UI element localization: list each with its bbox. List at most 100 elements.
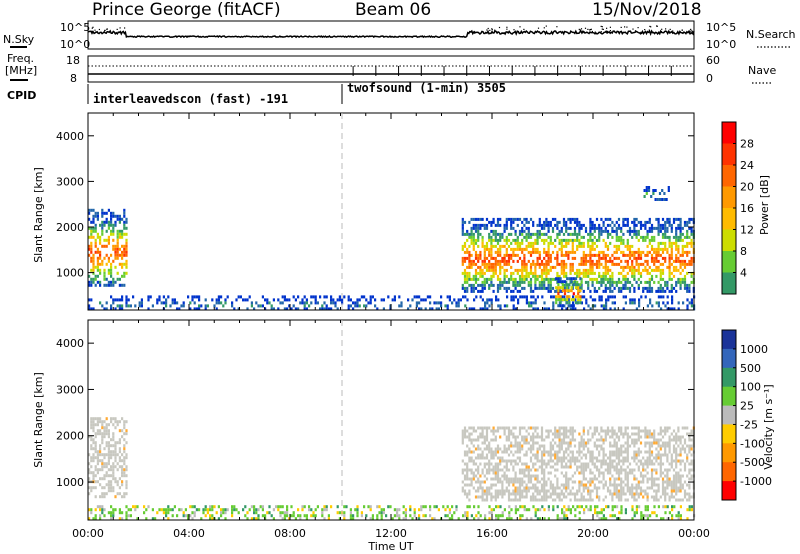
data-cell (690, 274, 693, 278)
nsearch-point (95, 31, 97, 33)
data-cell (611, 271, 614, 275)
data-cell (424, 505, 427, 509)
data-cell (407, 307, 410, 311)
data-cell (466, 462, 469, 466)
data-cell (532, 232, 535, 236)
data-cell (595, 429, 599, 433)
data-cell (543, 447, 546, 451)
data-cell (112, 489, 115, 493)
data-cell (171, 298, 174, 302)
data-cell (659, 495, 662, 499)
data-cell (123, 495, 126, 499)
data-cell (505, 468, 508, 472)
data-cell (103, 474, 106, 478)
data-cell (688, 241, 691, 245)
data-cell (103, 220, 106, 224)
data-cell (626, 453, 629, 457)
data-cell (530, 295, 533, 299)
nsearch-point (669, 28, 671, 30)
data-cell (540, 486, 544, 490)
data-cell (579, 298, 582, 302)
data-cell (121, 429, 124, 433)
data-cell (521, 471, 524, 475)
data-cell (672, 477, 676, 481)
data-cell (499, 304, 502, 308)
data-cell (231, 514, 234, 518)
nsearch-point (470, 31, 472, 33)
data-cell (655, 289, 658, 293)
data-cell (532, 289, 535, 293)
data-cell (474, 250, 478, 254)
data-cell (657, 289, 660, 293)
data-cell (661, 477, 665, 481)
data-cell (582, 274, 585, 278)
data-cell (620, 241, 623, 245)
data-cell (644, 235, 647, 239)
data-cell (90, 235, 93, 239)
data-cell (554, 474, 557, 478)
data-cell (606, 232, 610, 236)
data-cell (209, 508, 212, 512)
data-cell (496, 250, 500, 254)
data-cell (180, 304, 183, 308)
colorbar-tick-label: 1000 (740, 343, 768, 356)
data-cell (481, 307, 484, 311)
data-cell (116, 232, 119, 236)
data-cell (503, 508, 506, 512)
data-cell (598, 262, 601, 266)
data-cell (690, 438, 693, 442)
data-cell (523, 489, 526, 493)
data-cell (578, 238, 581, 242)
data-cell (613, 223, 616, 227)
data-cell (626, 426, 629, 430)
data-cell (532, 426, 535, 430)
data-cell (642, 238, 645, 242)
data-cell (536, 426, 539, 430)
data-cell (620, 429, 623, 433)
data-cell (605, 505, 608, 509)
data-cell (92, 214, 95, 218)
data-cell (635, 505, 638, 509)
data-cell (250, 517, 253, 521)
data-cell (90, 232, 93, 236)
data-cell (116, 441, 119, 445)
data-cell (613, 453, 616, 457)
data-cell (606, 235, 610, 239)
data-cell (589, 508, 592, 512)
data-cell (99, 468, 102, 472)
data-cell (593, 286, 596, 290)
data-cell (127, 508, 130, 512)
data-cell (96, 250, 99, 254)
data-cell (543, 444, 546, 448)
data-cell (664, 498, 667, 502)
data-cell (477, 253, 480, 257)
data-cell (138, 304, 141, 308)
data-cell (510, 480, 513, 484)
data-cell (496, 274, 500, 278)
data-cell (336, 298, 339, 302)
data-cell (677, 498, 680, 502)
data-cell (112, 211, 115, 215)
data-cell (589, 471, 592, 475)
data-cell (668, 238, 671, 242)
data-cell (506, 304, 509, 308)
data-cell (514, 492, 517, 496)
data-cell (577, 298, 580, 302)
data-cell (534, 238, 537, 242)
data-cell (562, 253, 566, 257)
data-cell (571, 453, 574, 457)
data-cell (105, 483, 108, 487)
data-cell (90, 268, 93, 272)
data-cell (668, 447, 671, 451)
data-cell (121, 417, 124, 421)
data-cell (521, 232, 524, 236)
data-cell (670, 244, 673, 248)
data-cell (527, 447, 530, 451)
data-cell (195, 508, 198, 512)
data-cell (551, 465, 555, 469)
data-cell (121, 265, 124, 269)
data-cell (281, 301, 284, 305)
data-cell (690, 280, 693, 284)
data-cell (690, 444, 693, 448)
data-cell (217, 517, 220, 521)
